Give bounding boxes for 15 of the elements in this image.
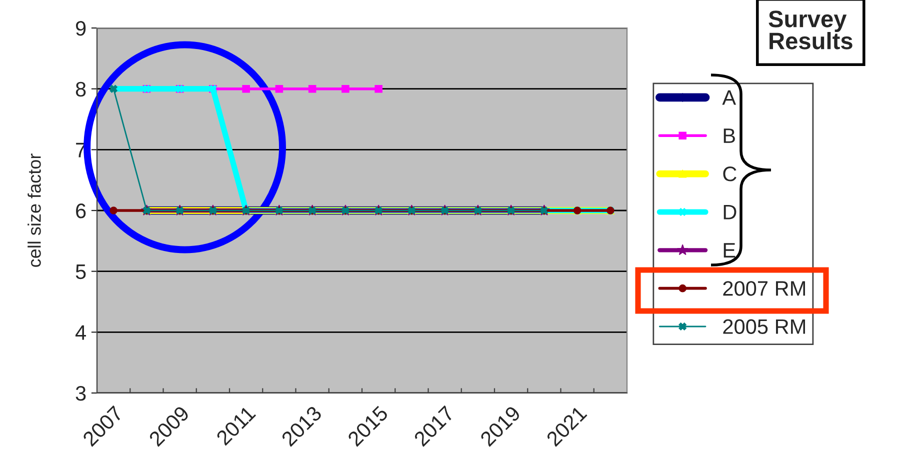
legend-label: 2007 RM — [723, 281, 805, 296]
y-tick-label: 9 — [76, 21, 86, 36]
y-tick-label: 8 — [76, 82, 86, 97]
y-tick-label: 5 — [76, 264, 86, 280]
y-axis-title: cell size factor — [28, 154, 41, 267]
y-tick-label: 6 — [76, 204, 86, 218]
text: Survey Results — [768, 10, 852, 50]
y-tick-label: 3 — [76, 386, 86, 401]
legend-label: 2005 RM — [723, 319, 805, 334]
y-tick-label: 4 — [75, 325, 86, 340]
legend-label: A — [722, 90, 736, 105]
legend-label: C — [723, 166, 736, 182]
legend-label: D — [724, 204, 736, 220]
legend-label: B — [724, 128, 735, 143]
legend-label: E — [724, 243, 736, 258]
